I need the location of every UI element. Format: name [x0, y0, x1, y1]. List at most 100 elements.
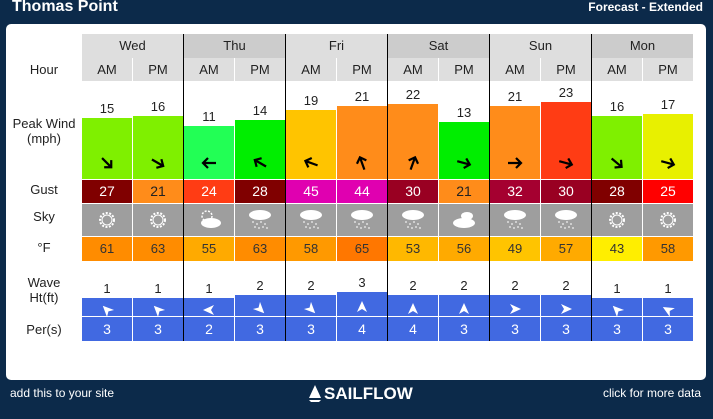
wave-height-label: 1 — [154, 281, 162, 296]
wind-speed-label: 22 — [405, 87, 421, 102]
gust-cell: 45 — [286, 180, 336, 203]
wave-height-label: 2 — [409, 278, 417, 293]
sky-cell — [592, 204, 642, 236]
wind-speed-label: 13 — [456, 105, 472, 120]
wave-direction-arrow-icon — [356, 301, 368, 313]
hour-cell: AM — [82, 58, 132, 81]
wave-height-label: 2 — [460, 278, 468, 293]
temperature-cell: 61 — [82, 237, 132, 261]
wave-direction-arrow-icon — [252, 300, 269, 317]
day-header: Wed — [82, 34, 183, 58]
wave-direction-arrow-icon — [150, 302, 167, 319]
location-title: Thomas Point — [12, 0, 118, 15]
gust-cell: 21 — [439, 180, 489, 203]
wind-direction-arrow-icon — [201, 155, 217, 171]
wind-direction-arrow-icon — [301, 153, 322, 174]
wind-bar — [82, 118, 132, 179]
temperature-cell: 58 — [643, 237, 693, 261]
gust-cell: 24 — [184, 180, 234, 203]
gust-cell: 30 — [388, 180, 438, 203]
wind-bar — [592, 116, 642, 179]
wind-direction-arrow-icon — [507, 155, 523, 171]
hour-cell: AM — [490, 58, 540, 81]
wind-direction-arrow-icon — [606, 152, 629, 175]
add-to-site-link[interactable]: add this to your site — [10, 386, 115, 400]
wave-period-cell: 4 — [337, 317, 387, 341]
temperature-cell: 49 — [490, 237, 540, 261]
wave-height-label: 2 — [256, 278, 264, 293]
day-divider — [285, 34, 286, 341]
wave-height-label: 2 — [307, 278, 315, 293]
sky-cell — [286, 204, 336, 236]
hour-cell: AM — [184, 58, 234, 81]
wave-direction-arrow-icon — [458, 302, 470, 315]
hour-cell: AM — [592, 58, 642, 81]
temperature-cell: 43 — [592, 237, 642, 261]
temperature-cell: 58 — [286, 237, 336, 261]
day-header: Thu — [184, 34, 285, 58]
temperature-cell: 56 — [439, 237, 489, 261]
day-divider — [591, 34, 592, 341]
hour-cell: PM — [643, 58, 693, 81]
wind-direction-arrow-icon — [147, 152, 169, 174]
sunny-icon — [145, 207, 171, 236]
wave-period-cell: 3 — [439, 317, 489, 341]
wave-height-label: 1 — [664, 281, 672, 296]
wind-speed-label: 16 — [609, 99, 625, 114]
temperature-cell: 65 — [337, 237, 387, 261]
hour-cell: PM — [439, 58, 489, 81]
wind-bar — [184, 126, 234, 179]
cloudy-icon — [451, 207, 477, 236]
wind-bar — [388, 104, 438, 179]
sailflow-logo[interactable]: SAILFLOW — [308, 384, 413, 404]
day-divider — [387, 34, 388, 341]
wave-height-label: 2 — [562, 278, 570, 293]
wave-direction-arrow-icon — [407, 302, 419, 315]
wind-direction-arrow-icon — [403, 153, 424, 174]
wind-bar — [235, 120, 285, 179]
temperature-cell: 57 — [541, 237, 591, 261]
gust-cell: 28 — [592, 180, 642, 203]
wave-height-label: 1 — [205, 281, 213, 296]
wind-speed-label: 15 — [99, 101, 115, 116]
hour-cell: PM — [337, 58, 387, 81]
temperature-cell: 55 — [184, 237, 234, 261]
gust-cell: 28 — [235, 180, 285, 203]
sky-cell — [337, 204, 387, 236]
rain-icon — [298, 207, 324, 236]
day-header: Fri — [286, 34, 387, 58]
wind-speed-label: 23 — [558, 85, 574, 100]
wave-height-label: 3 — [358, 275, 366, 290]
wind-bar — [541, 102, 591, 179]
wave-bar — [388, 295, 438, 316]
hour-cell: PM — [541, 58, 591, 81]
wave-bar — [439, 295, 489, 316]
wind-bar — [286, 110, 336, 179]
wind-speed-label: 21 — [507, 89, 523, 104]
wind-bar — [337, 106, 387, 179]
rain-icon — [553, 207, 579, 236]
sail-icon — [309, 385, 321, 402]
hour-cell: AM — [286, 58, 336, 81]
wind-bar — [490, 106, 540, 179]
sky-cell — [643, 204, 693, 236]
row-label-wind: Peak Wind (mph) — [12, 116, 76, 146]
wave-period-cell: 3 — [235, 317, 285, 341]
wave-bar — [592, 298, 642, 318]
wave-period-cell: 4 — [388, 317, 438, 341]
sky-cell — [388, 204, 438, 236]
more-data-link[interactable]: click for more data — [602, 386, 701, 400]
wave-bar — [133, 298, 183, 319]
sky-cell — [490, 204, 540, 236]
wave-height-label: 1 — [103, 281, 111, 296]
wave-direction-arrow-icon — [99, 302, 116, 319]
wave-bar — [235, 295, 285, 316]
sunny-icon — [94, 207, 120, 236]
rain-icon — [349, 207, 375, 236]
wave-bar — [490, 295, 540, 316]
wind-speed-label: 14 — [252, 103, 268, 118]
row-label-temp: °F — [37, 240, 51, 255]
wave-period-cell: 3 — [82, 317, 132, 341]
day-header: Sat — [388, 34, 489, 58]
wave-period-cell: 3 — [490, 317, 540, 341]
